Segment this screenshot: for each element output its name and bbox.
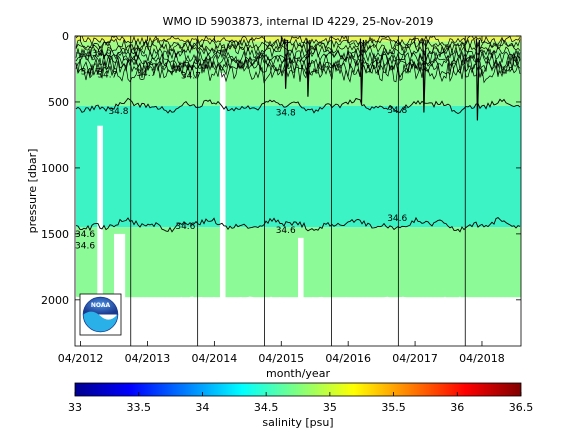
colorbar-ticks: 33 33.5 34 34.5 35 35.5 36 36.5 [68,392,533,414]
contour-label-11: 34.6 [175,222,195,232]
salinity-layer-0 [76,36,521,42]
y-tick-label-4: 2000 [41,294,69,307]
contour-label-13: 34.6 [387,214,407,224]
contour-label-6: 34.8 [108,107,128,117]
surface-contour-4 [75,47,521,65]
contour-label-7: 34.8 [276,109,296,119]
data-gap-3 [298,237,304,300]
y-tick-label-2: 1000 [41,162,69,175]
year-boundary-lines [130,36,466,346]
surface-spike-4 [475,38,480,121]
contour-label-0: 34.7 [81,68,101,78]
chart-title: WMO ID 5903873, internal ID 4229, 25-Nov… [163,15,434,28]
x-tick-label-0: 04/2012 [58,352,104,365]
x-tick-label-6: 04/2018 [459,352,505,365]
colorbar-tick-label-2: 34 [195,401,209,414]
contour-label-10: 34.6 [75,242,95,252]
y-tick-label-1: 500 [48,96,69,109]
surface-contour-5 [75,51,521,70]
plot-area [75,36,521,346]
surface-contour-8 [75,61,521,84]
data-gaps [97,72,304,300]
y-axis-label: pressure [dbar] [26,149,39,234]
contour-34.8 [75,97,521,115]
contour-34.6 [75,216,521,233]
y-tick-label-3: 1500 [41,228,69,241]
noaa-logo-text: NOAA [91,302,111,309]
x-tick-label-2: 04/2014 [192,352,238,365]
x-tick-label-1: 04/2013 [125,352,171,365]
surface-contour-6 [75,54,521,74]
contour-label-3: 34.7 [170,65,190,75]
data-gap-1 [114,233,126,300]
contour-labels: 34.734.7 34.7 34.734.734.934.8 34.8 34.834.6… [75,49,408,252]
colorbar-label: salinity [psu] [262,416,333,429]
y-tick-label-0: 0 [62,30,69,43]
contour-label-5: 34.9 [92,49,112,59]
contour-label-1: 34.7 [97,70,117,80]
salinity-layer-3 [76,105,521,228]
noaa-logo: NOAA [79,293,122,336]
colorbar-tick-label-0: 33 [68,401,82,414]
contour-label-2: 34.7 [136,69,156,79]
y-axis: 0 500 1000 1500 2000 [41,30,521,307]
surface-spike-1 [306,38,311,97]
colorbar-tick-label-3: 34.5 [254,401,279,414]
x-tick-label-4: 04/2016 [325,352,371,365]
colorbar-tick-label-4: 35 [323,401,337,414]
x-tick-label-5: 04/2017 [392,352,438,365]
data-gap-0 [97,125,103,300]
colorbar-tick-label-7: 36.5 [509,401,534,414]
colorbar-tick-label-5: 35.5 [381,401,406,414]
colorbar [74,382,522,397]
surface-spike-3 [422,38,427,113]
contour-lines [75,97,521,233]
contour-label-8: 34.8 [387,106,407,116]
colorbar-tick-label-1: 33.5 [126,401,151,414]
contour-label-4: 34.7 [181,72,201,82]
colorbar-tick-label-6: 36 [450,401,464,414]
x-axis-label: month/year [266,367,330,380]
salinity-fill [76,36,521,346]
surface-contours [75,36,521,121]
x-axis: 04/2012 04/2013 04/2014 04/2015 04/2016 04/20… [58,36,505,365]
data-gap-2 [219,72,226,300]
x-tick-label-3: 04/2015 [258,352,304,365]
plot-frame [74,35,522,347]
contour-label-12: 34.6 [276,226,296,236]
surface-spike-0 [284,38,289,89]
contour-label-9: 34.6 [75,230,95,240]
data-bottom-edge [76,296,521,346]
